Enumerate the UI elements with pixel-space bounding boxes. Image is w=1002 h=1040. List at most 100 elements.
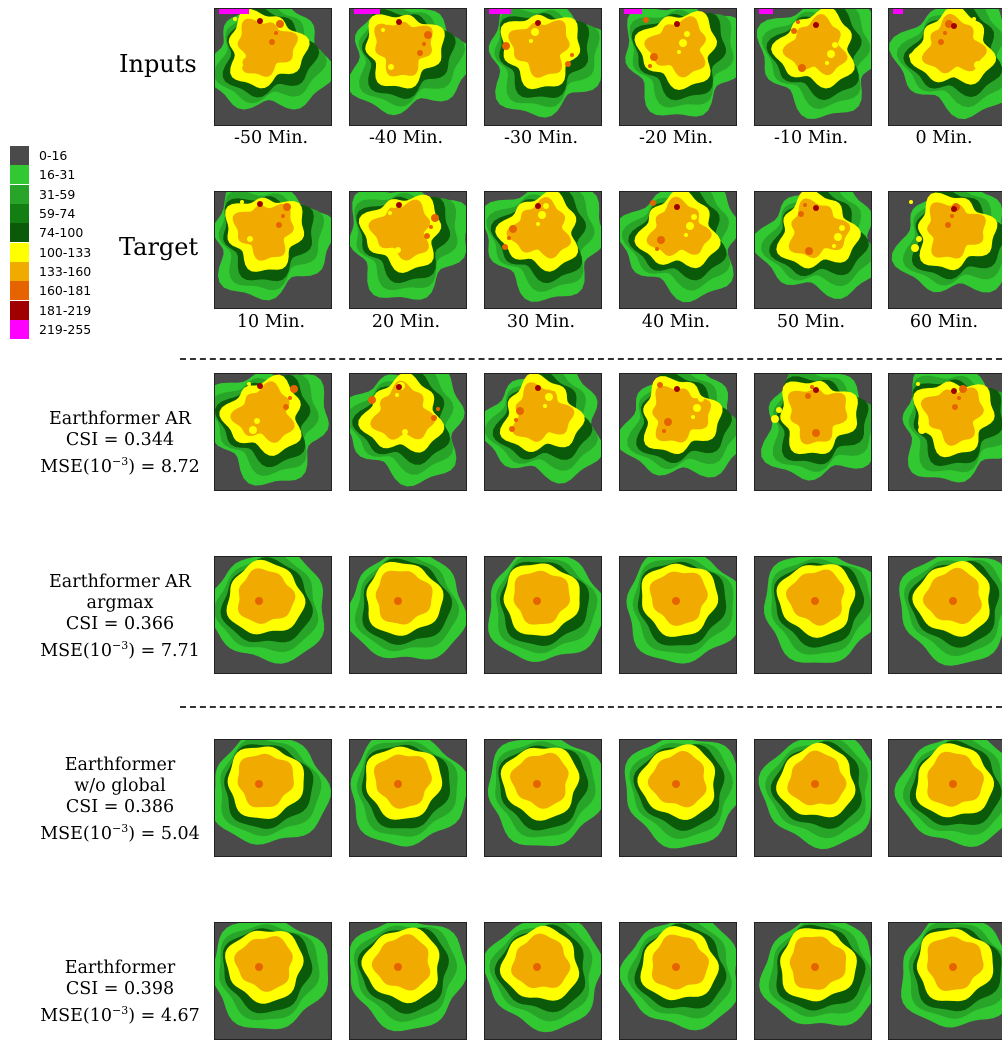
legend-entry: 160-181 [10, 281, 91, 300]
colorbar-legend: 0-16 16-31 31-59 59-74 74-100 100-133 13… [10, 146, 91, 339]
target-time-label: 20 Min. [348, 312, 464, 332]
target-time-label: 10 Min. [213, 312, 329, 332]
target-time-label: 60 Min. [886, 312, 1002, 332]
target-row-title: Target [119, 233, 198, 261]
full-prediction [888, 922, 1002, 1040]
legend-label: 219-255 [39, 322, 91, 337]
no-global-prediction [619, 739, 737, 857]
target-time-label: 30 Min. [483, 312, 599, 332]
legend-label: 59-74 [39, 206, 75, 221]
earthformer-ar-label: Earthformer AR CSI = 0.344 MSE(10−3) = 8… [30, 409, 210, 478]
full-prediction [214, 922, 332, 1040]
no-global-prediction [484, 739, 602, 857]
legend-entry: 0-16 [10, 146, 91, 165]
ar-argmax-prediction [349, 556, 467, 674]
target-frame [754, 191, 872, 309]
input-time-label: -10 Min. [753, 128, 869, 148]
earthformer-ar-argmax-label: Earthformer AR argmax CSI = 0.366 MSE(10… [30, 572, 210, 662]
target-time-label: 40 Min. [618, 312, 734, 332]
mse-score: MSE(10−3) = 7.71 [30, 635, 210, 662]
ar-prediction [754, 373, 872, 491]
input-time-label: -40 Min. [348, 128, 464, 148]
model-name: Earthformer [30, 958, 210, 979]
ar-argmax-prediction [214, 556, 332, 674]
legend-swatch [10, 165, 29, 184]
section-divider [180, 358, 1002, 360]
input-frame [484, 8, 602, 126]
full-prediction [619, 922, 737, 1040]
input-time-label: -20 Min. [618, 128, 734, 148]
target-frame [349, 191, 467, 309]
ar-argmax-prediction [888, 556, 1002, 674]
full-prediction [349, 922, 467, 1040]
csi-score: CSI = 0.344 [30, 430, 210, 451]
legend-label: 133-160 [39, 264, 91, 279]
legend-label: 74-100 [39, 225, 83, 240]
ar-prediction [349, 373, 467, 491]
legend-label: 160-181 [39, 283, 91, 298]
legend-label: 0-16 [39, 148, 67, 163]
legend-entry: 133-160 [10, 262, 91, 281]
legend-swatch [10, 262, 29, 281]
ar-prediction [619, 373, 737, 491]
full-prediction [484, 922, 602, 1040]
no-global-prediction [754, 739, 872, 857]
no-global-prediction [888, 739, 1002, 857]
mse-score: MSE(10−3) = 4.67 [30, 1000, 210, 1027]
no-global-prediction [214, 739, 332, 857]
mse-score: MSE(10−3) = 8.72 [30, 451, 210, 478]
legend-label: 16-31 [39, 167, 75, 182]
target-frame [214, 191, 332, 309]
csi-score: CSI = 0.386 [30, 797, 210, 818]
model-name: Earthformer AR [30, 409, 210, 430]
target-frame [484, 191, 602, 309]
model-name: Earthformer AR [30, 572, 210, 593]
model-variant: w/o global [30, 776, 210, 797]
input-time-label: -30 Min. [483, 128, 599, 148]
ar-argmax-prediction [619, 556, 737, 674]
target-frame [619, 191, 737, 309]
legend-swatch [10, 185, 29, 204]
input-frame [888, 8, 1002, 126]
legend-swatch [10, 281, 29, 300]
input-frame [349, 8, 467, 126]
legend-label: 100-133 [39, 245, 91, 260]
legend-swatch [10, 320, 29, 339]
legend-entry: 16-31 [10, 165, 91, 184]
model-name: Earthformer [30, 755, 210, 776]
legend-label: 181-219 [39, 303, 91, 318]
legend-swatch [10, 301, 29, 320]
input-frame [214, 8, 332, 126]
legend-entry: 219-255 [10, 320, 91, 339]
input-time-label: 0 Min. [886, 128, 1002, 148]
csi-score: CSI = 0.398 [30, 979, 210, 1000]
input-frame [619, 8, 737, 126]
section-divider [180, 706, 1002, 708]
legend-entry: 31-59 [10, 185, 91, 204]
legend-entry: 74-100 [10, 223, 91, 242]
target-time-label: 50 Min. [753, 312, 869, 332]
input-frame [754, 8, 872, 126]
inputs-row-title: Inputs [119, 50, 197, 78]
ar-argmax-prediction [484, 556, 602, 674]
full-prediction [754, 922, 872, 1040]
legend-swatch [10, 223, 29, 242]
ar-prediction [214, 373, 332, 491]
legend-entry: 100-133 [10, 242, 91, 261]
mse-score: MSE(10−3) = 5.04 [30, 818, 210, 845]
target-frame [888, 191, 1002, 309]
legend-swatch [10, 146, 29, 165]
ar-argmax-prediction [754, 556, 872, 674]
earthformer-full-label: Earthformer CSI = 0.398 MSE(10−3) = 4.67 [30, 958, 210, 1027]
model-variant: argmax [30, 593, 210, 614]
legend-entry: 59-74 [10, 204, 91, 223]
no-global-prediction [349, 739, 467, 857]
input-time-label: -50 Min. [213, 128, 329, 148]
legend-entry: 181-219 [10, 300, 91, 319]
csi-score: CSI = 0.366 [30, 614, 210, 635]
legend-label: 31-59 [39, 187, 75, 202]
legend-swatch [10, 204, 29, 223]
legend-swatch [10, 243, 29, 262]
ar-prediction [888, 373, 1002, 491]
ar-prediction [484, 373, 602, 491]
